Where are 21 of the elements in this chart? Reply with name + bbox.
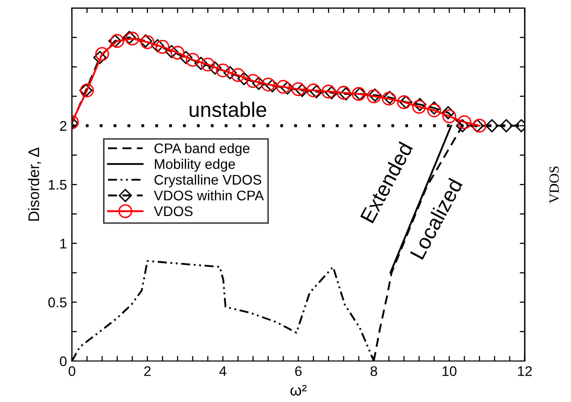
x-tick-label: 10: [442, 366, 456, 376]
legend-label: Mobility edge: [154, 158, 236, 172]
y-tick-label: 0.5: [48, 298, 67, 308]
x-tick-label: 6: [295, 366, 302, 376]
x-tick-label: 4: [219, 366, 226, 376]
x-tick-label: 8: [370, 366, 378, 376]
x-tick-label: 2: [144, 366, 151, 376]
legend-label: CPA band edge: [154, 143, 250, 156]
legend-label: Crystalline VDOS: [154, 174, 262, 188]
y-tick-label: 0: [60, 356, 67, 366]
y-axis-title: Disorder, Δ: [28, 148, 42, 221]
y-tick-label: 1: [60, 238, 66, 248]
x-axis-title: ω²: [290, 384, 307, 396]
y-tick-label: 1.5: [48, 180, 67, 190]
y2-axis-title: VDOS: [549, 166, 559, 204]
annotation: unstable: [190, 102, 266, 118]
x-tick-label: 12: [518, 366, 532, 376]
legend-label: VDOS within CPA: [154, 190, 264, 200]
x-tick-label: 0: [68, 366, 76, 376]
legend-label: VDOS: [154, 206, 193, 216]
y-tick-label: 2: [60, 121, 66, 131]
